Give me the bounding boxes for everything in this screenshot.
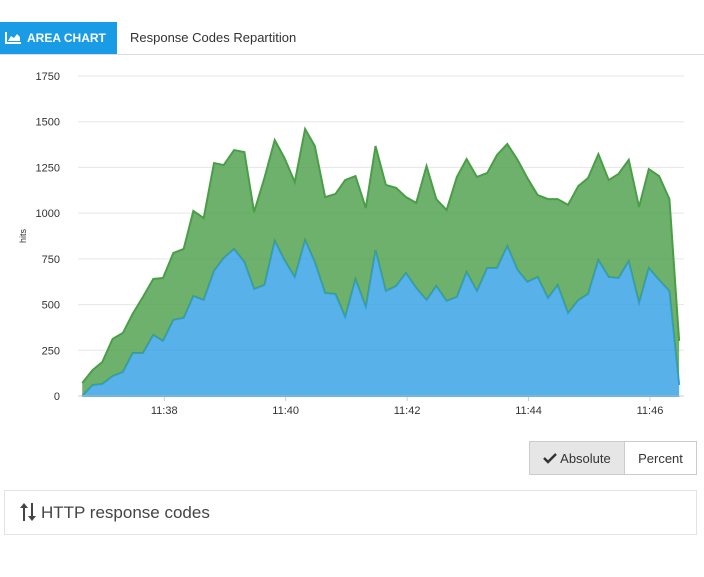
x-tick-label: 11:46 — [637, 405, 664, 417]
tab-area-chart[interactable]: AREA CHART — [0, 22, 117, 54]
y-tick-label: 1500 — [36, 117, 60, 129]
y-tick-label: 1250 — [36, 162, 60, 174]
panel-title: HTTP response codes — [41, 503, 210, 522]
panel-header[interactable]: HTTP response codes — [4, 490, 697, 535]
area-line — [81, 126, 681, 384]
absolute-button[interactable]: Absolute — [529, 441, 625, 475]
area — [82, 240, 680, 396]
x-tick-label: 11:44 — [515, 405, 542, 417]
area — [82, 129, 680, 396]
y-tick-label: 1750 — [36, 71, 60, 83]
y-tick-label: 500 — [42, 300, 60, 312]
tab-repartition[interactable]: Response Codes Repartition — [130, 30, 297, 45]
sort-icon — [20, 503, 36, 521]
y-tick-label: 0 — [54, 391, 60, 403]
tab-divider — [0, 54, 704, 55]
button-label: Absolute — [560, 451, 611, 466]
tab-label: AREA CHART — [27, 31, 106, 45]
y-tick-label: 750 — [42, 254, 60, 266]
chart: 0 250 500 750 1000 1250 1500 1750 11:38 11:40 11:4… — [18, 71, 684, 417]
x-tick-label: 11:40 — [272, 405, 299, 417]
x-tick-label: 11:38 — [151, 405, 178, 417]
percent-button[interactable]: Percent — [624, 441, 697, 475]
y-tick-label: 250 — [42, 345, 60, 357]
tab-icon — [5, 32, 21, 44]
x-tick-label: 11:42 — [394, 405, 421, 417]
y-tick-label: 1000 — [36, 208, 60, 220]
y-axis-label: hits — [18, 229, 28, 244]
check-icon — [543, 453, 558, 464]
